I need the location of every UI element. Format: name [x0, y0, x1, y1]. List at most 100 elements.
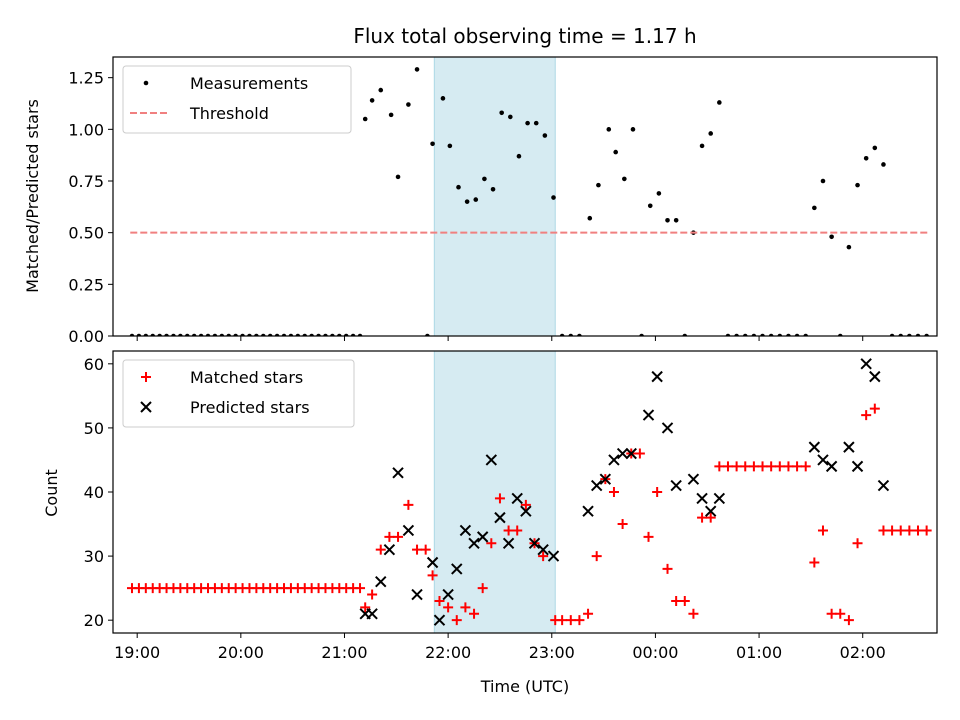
bottom-panel: 20 30 40 50 60 19:00 20:00 21:00 22:00 23:00 00:00… [84, 350, 938, 662]
observing-interval-shade [433, 350, 556, 634]
x-tick-label: 21:00 [321, 643, 367, 662]
data-point [783, 461, 794, 472]
data-point [528, 537, 541, 549]
data-point [860, 358, 872, 370]
data-point [427, 570, 438, 581]
data-point [705, 512, 716, 523]
data-point [590, 479, 603, 492]
top-y-axis-label: Matched/Predicted stars [23, 99, 42, 293]
data-point [757, 461, 768, 472]
data-point [717, 100, 722, 105]
data-point [661, 422, 674, 434]
legend-label: Predicted stars [190, 398, 310, 417]
data-point [634, 448, 645, 459]
data-point [516, 153, 522, 159]
data-point [494, 511, 506, 524]
data-point [511, 492, 523, 505]
data-point [468, 537, 480, 549]
data-point [565, 615, 576, 626]
data-point [388, 112, 394, 118]
data-point [486, 538, 497, 549]
observing-interval-shade [433, 56, 556, 337]
data-point [851, 460, 864, 473]
data-point [656, 191, 662, 196]
data-point [378, 87, 384, 93]
data-point [731, 461, 742, 472]
top-panel: 0.00 0.25 0.50 0.75 1.00 1.25 Measurements Thre… [68, 56, 938, 346]
data-point [583, 608, 594, 619]
data-point [477, 583, 488, 594]
data-point [766, 461, 777, 472]
data-point [625, 447, 637, 460]
data-point [606, 127, 612, 132]
data-point [525, 120, 530, 126]
legend-marker [140, 401, 152, 413]
data-point [362, 116, 368, 122]
data-point [687, 473, 700, 485]
data-point [869, 370, 881, 383]
data-point [792, 461, 803, 472]
axes-frame [112, 56, 938, 337]
legend-label: Matched stars [190, 368, 303, 387]
data-point [846, 244, 852, 250]
data-point [360, 602, 371, 613]
legend [122, 359, 355, 428]
data-point [499, 110, 504, 116]
data-point [740, 461, 751, 472]
data-point [542, 133, 548, 138]
data-point [774, 461, 785, 472]
data-point [456, 184, 461, 190]
data-point [696, 492, 708, 505]
data-point [812, 205, 817, 211]
data-point [375, 544, 386, 555]
data-point [547, 550, 560, 562]
data-point [395, 174, 401, 180]
data-point [355, 583, 366, 594]
data-point [414, 67, 420, 72]
data-point [688, 608, 699, 619]
data-point [869, 403, 880, 414]
data-point [503, 525, 514, 536]
y-tick-label: 0.25 [68, 275, 104, 294]
data-point [537, 543, 549, 556]
data-point [574, 615, 585, 626]
data-point [630, 127, 636, 132]
data-point [451, 615, 462, 626]
data-point [551, 195, 556, 200]
data-point [459, 524, 472, 537]
data-point [406, 102, 411, 107]
data-point [616, 447, 629, 460]
data-point [855, 182, 860, 188]
data-point [420, 544, 431, 555]
y-tick-label: 20 [84, 611, 104, 630]
y-tick-label: 50 [84, 419, 104, 438]
data-point [587, 215, 593, 221]
data-point [460, 602, 471, 613]
data-point [912, 525, 923, 536]
plot-area [127, 358, 932, 626]
data-point [887, 525, 898, 536]
data-point [403, 499, 414, 510]
data-point [852, 538, 863, 549]
data-point [494, 493, 505, 504]
data-point [809, 557, 820, 568]
x-tick-label: 23:00 [529, 643, 575, 662]
data-point [411, 588, 423, 601]
data-point [825, 460, 838, 473]
data-point [843, 441, 855, 453]
data-point [642, 409, 655, 421]
series-1 [359, 358, 890, 626]
y-tick-label: 0.00 [68, 327, 104, 346]
y-tick-label: 1.00 [68, 120, 104, 139]
x-tick-label: 20:00 [218, 643, 264, 662]
data-point [673, 217, 679, 223]
data-point [881, 162, 886, 167]
y-tick-label: 30 [84, 547, 104, 566]
data-point [440, 96, 446, 101]
data-point [533, 120, 539, 126]
data-point [384, 531, 395, 542]
legend-marker [141, 372, 151, 382]
data-point [843, 615, 854, 626]
data-point [904, 525, 915, 536]
data-point [557, 615, 568, 626]
